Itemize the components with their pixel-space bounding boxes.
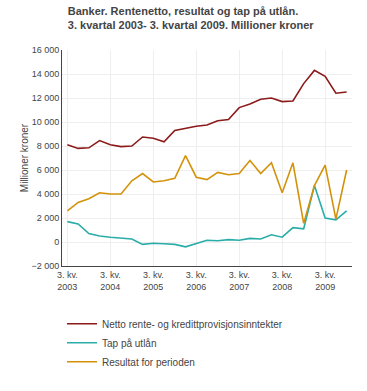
svg-text:Tap på utlån: Tap på utlån	[102, 338, 157, 349]
svg-text:3. kv.2003: 3. kv.2003	[57, 270, 78, 292]
svg-text:8 000: 8 000	[37, 141, 60, 151]
svg-text:6 000: 6 000	[37, 165, 60, 175]
svg-text:3. kv.2009: 3. kv.2009	[315, 270, 336, 292]
svg-text:3. kv.2004: 3. kv.2004	[100, 270, 121, 292]
svg-text:3. kv.2007: 3. kv.2007	[229, 270, 250, 292]
svg-text:2 000: 2 000	[37, 213, 60, 223]
svg-text:16 000: 16 000	[32, 45, 60, 55]
svg-text:10 000: 10 000	[32, 117, 60, 127]
svg-text:Banker. Rentenetto, resultat o: Banker. Rentenetto, resultat og tap på u…	[68, 5, 315, 31]
svg-text:14 000: 14 000	[32, 69, 60, 79]
svg-text:Millioner kroner: Millioner kroner	[19, 123, 30, 192]
svg-text:0: 0	[54, 237, 59, 247]
svg-text:3. kv.2005: 3. kv.2005	[143, 270, 164, 292]
svg-text:3. kv.2006: 3. kv.2006	[186, 270, 207, 292]
svg-text:Netto rente- og kredittprovisj: Netto rente- og kredittprovisjonsinntekt…	[102, 319, 283, 330]
svg-text:Resultat for perioden: Resultat for perioden	[102, 357, 195, 368]
svg-text:3. kv.2008: 3. kv.2008	[272, 270, 293, 292]
svg-text:4 000: 4 000	[37, 189, 60, 199]
svg-text:−2 000: −2 000	[31, 261, 59, 271]
svg-text:12 000: 12 000	[32, 93, 60, 103]
